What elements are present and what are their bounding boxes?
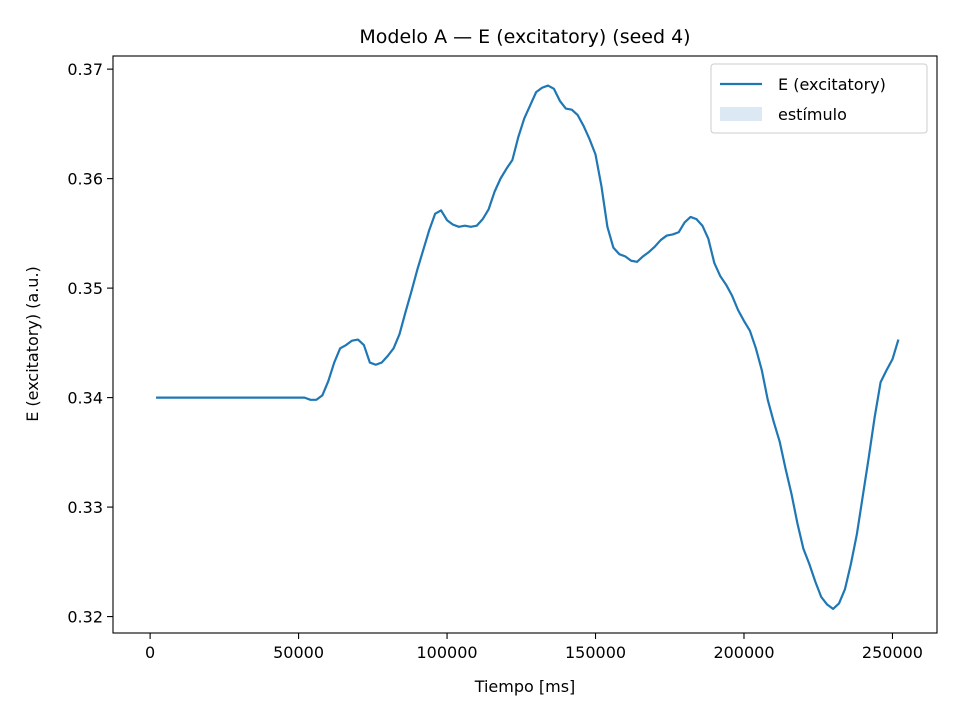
x-axis-ticks: 0 50000 100000 150000 200000 250000 xyxy=(145,633,923,662)
legend-box xyxy=(710,63,928,134)
x-tick-label: 0 xyxy=(145,643,155,662)
y-tick-label: 0.35 xyxy=(67,279,103,298)
x-tick-label: 50000 xyxy=(273,643,324,662)
legend-label-series: E (excitatory) xyxy=(778,75,886,94)
data-layer xyxy=(156,84,900,611)
y-tick-label: 0.36 xyxy=(67,170,103,189)
axes-frame xyxy=(112,55,938,634)
plot-area xyxy=(113,56,937,633)
series-line-0 xyxy=(156,84,900,611)
y-tick-label: 0.34 xyxy=(67,389,103,408)
y-tick-label: 0.32 xyxy=(67,608,103,627)
x-tick-label: 250000 xyxy=(862,643,923,662)
y-axis-ticks: 0.32 0.33 0.34 0.35 0.36 0.37 xyxy=(67,60,113,627)
y-axis-label: E (excitatory) (a.u.) xyxy=(23,266,42,422)
x-axis-label: Tiempo [ms] xyxy=(474,677,576,696)
legend: E (excitatory) estímulo xyxy=(710,63,928,134)
y-tick-label: 0.37 xyxy=(67,60,103,79)
legend-patch-swatch xyxy=(720,107,762,121)
legend-label-stimulus: estímulo xyxy=(778,105,847,124)
x-tick-label: 150000 xyxy=(565,643,626,662)
chart-title: Modelo A — E (excitatory) (seed 4) xyxy=(359,26,690,48)
x-tick-label: 200000 xyxy=(713,643,774,662)
x-tick-label: 100000 xyxy=(417,643,478,662)
y-tick-label: 0.33 xyxy=(67,498,103,517)
